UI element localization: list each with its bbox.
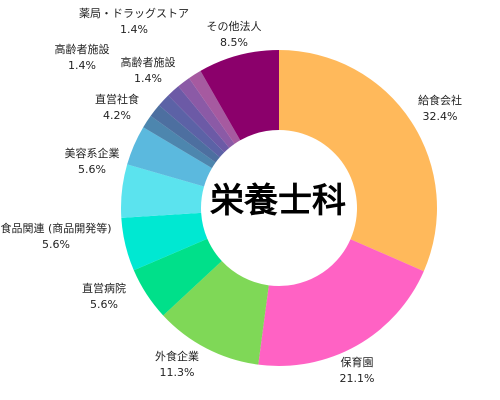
slice-label-name-0: 給食会社 (418, 93, 462, 107)
slice-label-value-5: 5.6% (78, 163, 106, 176)
slice-label-name-1: 保育園 (341, 355, 374, 369)
pie-slice-2 (163, 261, 269, 365)
slice-label-10: 高齢者施設 1.4% (121, 55, 176, 85)
chart-slices (121, 50, 437, 366)
slice-label-name-2: 外食企業 (155, 349, 199, 363)
slice-label-name-9: 高齢者施設 (55, 42, 110, 56)
slice-label-name-5: 美容系企業 (65, 146, 120, 160)
slice-label-9: 高齢者施設 1.4% (55, 42, 110, 72)
slice-label-name-4: 食品関連 (商品開発等) (0, 221, 111, 235)
slice-label-value-1: 21.1% (340, 372, 375, 385)
slice-label-value-9: 1.4% (68, 59, 96, 72)
slice-label-value-0: 32.4% (423, 110, 458, 123)
slice-label-value-13: 8.5% (220, 36, 248, 49)
pie-slice-7 (143, 115, 216, 169)
pie-slice-10 (168, 86, 230, 153)
slice-label-1: 保育園 21.1% (340, 355, 375, 385)
slice-label-name-6: 直営社食 (95, 92, 139, 106)
slice-label-value-11: 1.4% (120, 23, 148, 36)
slice-label-4: 食品関連 (商品開発等) 5.6% (0, 221, 111, 251)
pie-slice-3 (133, 238, 222, 316)
pie-slice-13 (200, 50, 279, 141)
slice-label-value-4: 5.6% (42, 238, 70, 251)
pie-slice-9 (158, 95, 225, 158)
slice-label-value-10: 1.4% (134, 72, 162, 85)
slice-label-2: 外食企業 11.3% (155, 349, 199, 379)
chart-labels: 給食会社 32.4%保育園 21.1%外食企業 11.3%直営病院 5.6%食品関連 (… (0, 6, 462, 385)
slice-label-5: 美容系企業 5.6% (65, 146, 120, 176)
slice-label-6: 直営社食 4.2% (95, 92, 139, 122)
pie-slice-11 (178, 78, 235, 148)
slice-label-name-11: 薬局・ドラッグストア (79, 6, 189, 20)
slice-label-3: 直営病院 5.6% (82, 281, 126, 311)
chart-center-title: 栄養士科 (210, 181, 346, 221)
slice-label-11: 薬局・ドラッグストア 1.4% (79, 6, 189, 36)
slice-label-value-2: 11.3% (160, 366, 195, 379)
slice-label-13: その他法人 8.5% (207, 19, 262, 49)
slice-label-name-13: その他法人 (207, 19, 262, 33)
pie-slice-6 (127, 127, 212, 187)
slice-label-0: 給食会社 32.4% (418, 93, 462, 123)
pie-slice-4 (121, 212, 208, 271)
slice-label-name-3: 直営病院 (82, 281, 126, 295)
slice-label-name-10: 高齢者施設 (121, 55, 176, 69)
pie-slice-1 (258, 239, 424, 366)
pie-slice-8 (150, 105, 220, 163)
slice-label-value-3: 5.6% (90, 298, 118, 311)
slice-label-value-6: 4.2% (103, 109, 131, 122)
pie-slice-12 (189, 70, 241, 144)
pie-slice-5 (121, 164, 205, 218)
pie-slice-0 (279, 50, 437, 272)
